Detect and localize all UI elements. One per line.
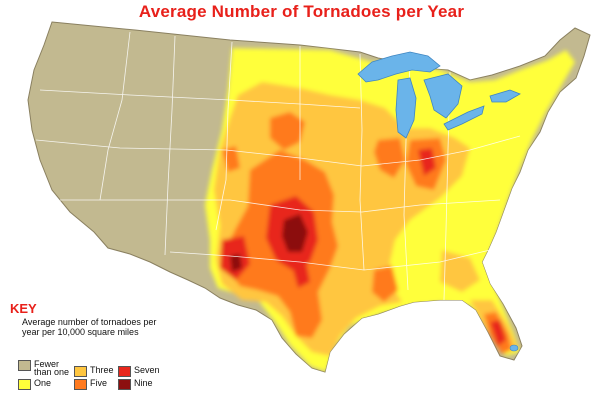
lake-huron: [423, 73, 463, 119]
zone-seven-indiana: [418, 148, 436, 176]
zone-five-nebraska: [270, 112, 305, 150]
zone-seven-florida: [490, 320, 506, 346]
legend-title: KEY: [10, 301, 37, 316]
legend-item-seven: Seven: [118, 366, 160, 377]
legend-label: One: [34, 378, 52, 388]
legend-item-fewer-than-one: Fewer than one: [18, 359, 76, 377]
zone-five-louisiana: [372, 266, 398, 302]
legend: KEY Average number of tornadoes per year…: [4, 301, 204, 390]
lake-ontario: [489, 89, 521, 103]
zone-nine-texas: [230, 254, 242, 272]
legend-swatch: [18, 379, 31, 390]
legend-description: Average number of tornadoes per year per…: [22, 317, 157, 337]
legend-swatch: [74, 379, 87, 390]
legend-swatch: [118, 366, 131, 377]
zone-nine: [282, 214, 308, 252]
legend-label: Seven: [134, 365, 160, 375]
zone-three-gulf: [440, 250, 480, 292]
legend-item-one: One: [18, 379, 51, 390]
great-lakes: [357, 51, 521, 139]
legend-swatch: [18, 360, 31, 371]
legend-swatch: [74, 366, 87, 377]
legend-label: Nine: [134, 378, 153, 388]
zone-seven-oklahoma: [292, 262, 310, 288]
legend-item-nine: Nine: [118, 379, 153, 390]
legend-swatch: [118, 379, 131, 390]
legend-label: Fewer than one: [34, 359, 70, 377]
lake-okeechobee: [509, 344, 519, 352]
zone-five-illinois: [374, 138, 405, 178]
lake-michigan: [395, 77, 417, 139]
legend-label: Five: [90, 378, 108, 388]
legend-item-five: Five: [74, 379, 107, 390]
map-title: Average Number of Tornadoes per Year: [138, 2, 465, 21]
state-borders: [35, 31, 521, 301]
lake-superior: [357, 51, 441, 83]
lake-erie: [443, 105, 485, 131]
legend-item-three: Three: [74, 366, 114, 377]
legend-label: Three: [90, 365, 114, 375]
